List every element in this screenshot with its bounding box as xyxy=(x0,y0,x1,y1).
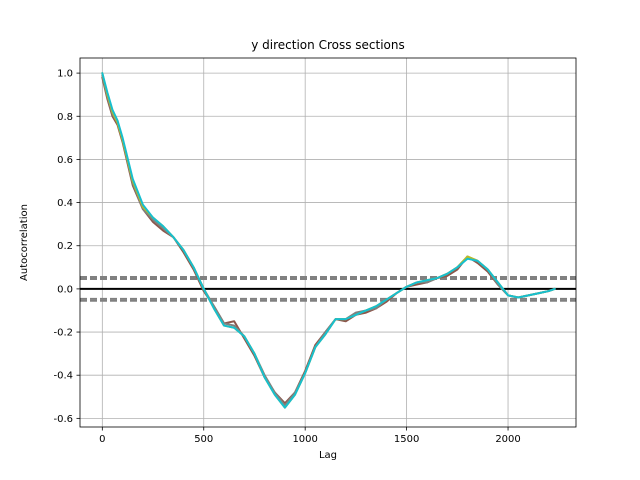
y-tick-label: 0.6 xyxy=(57,155,73,166)
y-tick-label: -0.6 xyxy=(53,414,73,425)
y-tick-label: -0.4 xyxy=(53,371,73,382)
y-tick-label: 0.4 xyxy=(57,198,73,209)
y-tick-label: 0.0 xyxy=(57,284,73,295)
plot-frame xyxy=(79,57,577,428)
x-tick-label: 0 xyxy=(99,434,105,445)
y-tick-label: -0.2 xyxy=(53,328,73,339)
x-tick-label: 500 xyxy=(194,434,213,445)
x-tick-label: 2000 xyxy=(495,434,520,445)
x-tick-label: 1000 xyxy=(292,434,317,445)
y-tick-label: 0.2 xyxy=(57,241,73,252)
y-axis: -0.6 -0.4 -0.2 0.0 0.2 0.4 0.6 0.8 1.0 xyxy=(53,69,80,425)
plot-area xyxy=(80,58,576,427)
y-tick-label: 1.0 xyxy=(57,69,73,80)
chart-title: y direction Cross sections xyxy=(251,38,405,52)
x-tick-label: 1500 xyxy=(394,434,419,445)
series-group xyxy=(101,72,556,409)
y-tick-label: 0.8 xyxy=(57,112,73,123)
x-axis: 0 500 1000 1500 2000 xyxy=(99,427,521,445)
y-axis-label: Autocorrelation xyxy=(19,204,30,281)
series-line-4 xyxy=(101,72,556,409)
x-axis-label: Lag xyxy=(319,450,337,461)
